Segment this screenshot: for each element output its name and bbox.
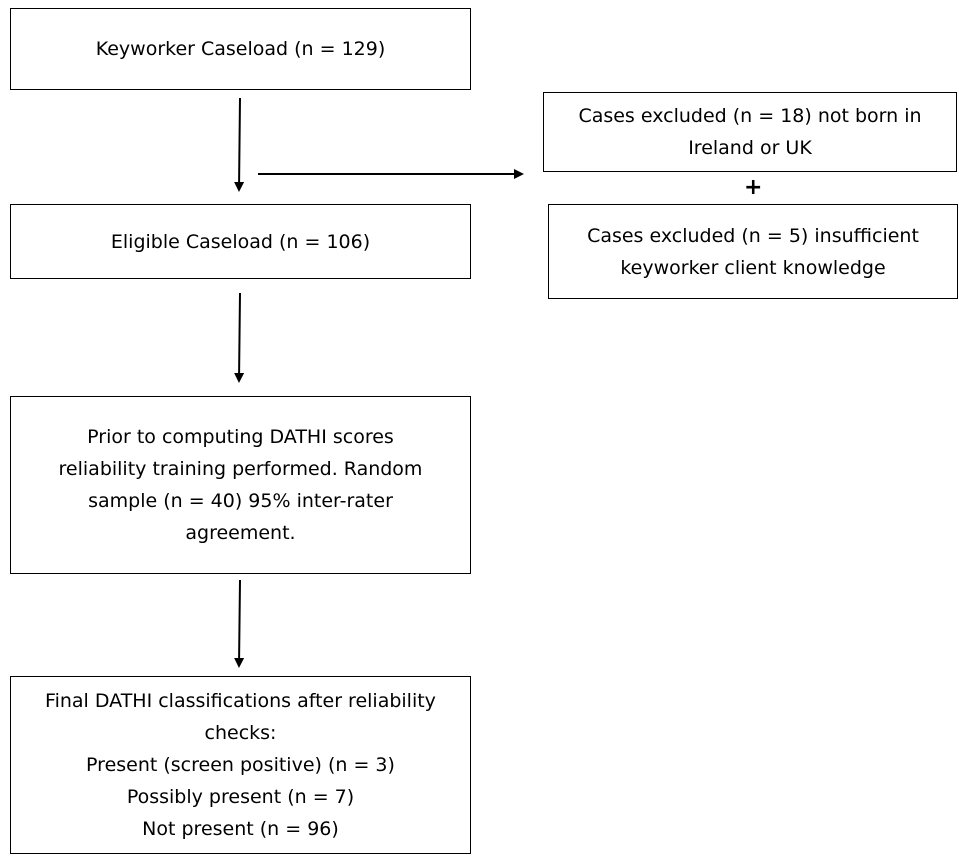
final-classifications-box: Final DATHI classifications after reliab… [10, 676, 471, 854]
arrow-keyworker-to-eligible [234, 97, 245, 192]
final-classifications-line: checks: [204, 722, 277, 744]
excluded-not-born-line: Cases excluded (n = 18) not born in [578, 105, 922, 127]
reliability-training-box: Prior to computing DATHI scores reliabil… [10, 396, 471, 574]
final-classifications-line: Possibly present (n = 7) [126, 786, 355, 808]
keyworker-caseload-box: Keyworker Caseload (n = 129) [10, 8, 471, 90]
excluded-insufficient-knowledge-box: Cases excluded (n = 5) insufficient keyw… [548, 204, 958, 299]
eligible-caseload-text: Eligible Caseload (n = 106) [110, 230, 371, 253]
final-classifications-line: Present (screen positive) (n = 3) [86, 754, 395, 776]
keyworker-caseload-text: Keyworker Caseload (n = 129) [95, 38, 386, 60]
excluded-insufficient-knowledge-line: Cases excluded (n = 5) insufficient [587, 224, 919, 247]
reliability-training-line: agreement. [185, 522, 296, 544]
final-classifications-line: Not present (n = 96) [142, 818, 339, 840]
excluded-insufficient-knowledge-line: keyworker client knowledge [620, 256, 886, 279]
excluded-not-born-line: Ireland or UK [688, 137, 812, 159]
reliability-training-line: Prior to computing DATHI scores [87, 426, 394, 448]
excluded-not-born-box: Cases excluded (n = 18) not born in Irel… [543, 92, 957, 172]
reliability-training-line: reliability training performed. Random [58, 458, 423, 480]
eligible-caseload-box: Eligible Caseload (n = 106) [10, 204, 471, 279]
final-classifications-line: Final DATHI classifications after reliab… [45, 690, 436, 712]
arrow-eligible-to-prior [234, 292, 245, 383]
reliability-training-line: sample (n = 40) 95% inter-rater [88, 490, 393, 512]
arrow-prior-to-final [234, 579, 245, 668]
plus-sign: + [744, 175, 763, 200]
